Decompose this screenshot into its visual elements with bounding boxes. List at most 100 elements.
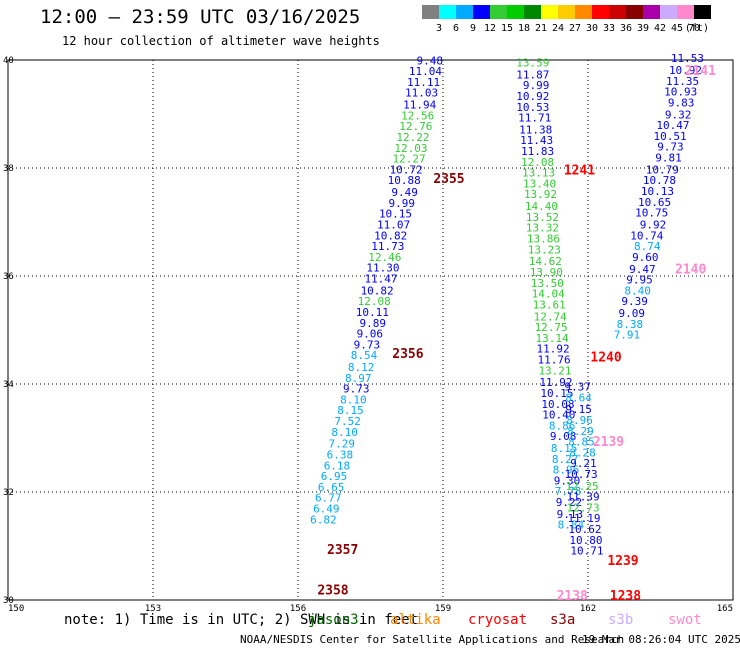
wave-height-value: 8.27 [552, 453, 579, 466]
y-tick-label: 30 [3, 596, 14, 606]
wave-height-value: 8.86 [549, 419, 576, 432]
wave-height-value: 9.89 [359, 317, 386, 330]
wave-height-value: 8.74 [634, 240, 661, 253]
pass-time-label: 2138 [557, 589, 588, 604]
color-swatch [439, 5, 456, 19]
wave-height-value: 10.40 [542, 409, 575, 422]
color-scale-tick: 70 [688, 23, 700, 34]
wave-height-value: 10.71 [570, 545, 603, 558]
wave-height-value: 9.73 [354, 338, 381, 351]
wave-height-value: 10.80 [569, 534, 602, 547]
color-swatch [524, 5, 541, 19]
wave-height-value: 13.21 [538, 364, 571, 377]
wave-height-value: 11.76 [537, 353, 570, 366]
x-tick-label: 159 [435, 604, 451, 614]
wave-height-value: 12.75 [535, 321, 568, 334]
wave-height-value: 8.97 [345, 372, 372, 385]
chart-subtitle: 12 hour collection of altimeter wave hei… [62, 34, 380, 48]
wave-height-value: 13.14 [536, 332, 569, 345]
wave-height-value: 11.38 [519, 123, 552, 136]
wave-height-value: 14.40 [525, 200, 558, 213]
pass-time-label: 2140 [675, 262, 706, 277]
wave-height-value: 11.83 [521, 145, 554, 158]
color-scale-tick: 24 [552, 23, 564, 34]
satellite-legend-swot: swot [668, 612, 702, 628]
wave-height-value: 10.78 [643, 174, 676, 187]
color-swatch [694, 5, 711, 19]
satellite-legend-s3a: s3a [550, 612, 576, 628]
wave-height-value: 9.95 [626, 274, 653, 287]
wave-height-value: 11.92 [539, 376, 572, 389]
wave-height-value: 8.38 [617, 318, 644, 331]
color-scale-tick: 21 [535, 23, 547, 34]
x-tick-label: 156 [290, 604, 306, 614]
wave-height-value: 11.53 [671, 52, 704, 65]
wave-height-value: 11.94 [403, 99, 436, 112]
y-tick-label: 38 [3, 164, 14, 174]
wave-height-value: 10.62 [568, 523, 601, 536]
color-swatch [660, 5, 677, 19]
wave-height-value: 8.28 [569, 446, 596, 459]
chart-title: 12:00 – 23:59 UTC 03/16/2025 [40, 6, 361, 28]
x-tick-label: 165 [717, 604, 733, 614]
color-swatch [575, 5, 592, 19]
wave-height-value: 8.40 [624, 284, 651, 297]
wave-height-value: 10.73 [565, 468, 598, 481]
color-swatch [558, 5, 575, 19]
color-scale-tick: 42 [654, 23, 666, 34]
wave-height-value: 14.04 [532, 288, 565, 301]
wave-height-value: 8.64 [565, 391, 592, 404]
wave-height-value: 8.85 [568, 436, 595, 449]
wave-height-value: 8.10 [331, 426, 358, 439]
wave-height-value: 10.65 [638, 196, 671, 209]
pass-time-label: 2357 [327, 543, 358, 558]
wave-height-value: 9.49 [391, 186, 418, 199]
wave-height-value: 11.87 [516, 68, 549, 81]
color-scale-tick: 45 [671, 23, 683, 34]
wave-height-value: 13.90 [530, 266, 563, 279]
plot-frame [7, 59, 734, 601]
wave-height-value: 9.48 [417, 54, 444, 67]
color-scale-tick: 33 [603, 23, 615, 34]
wave-height-value: 10.72 [390, 163, 423, 176]
wave-height-value: 11.43 [520, 134, 553, 147]
wave-height-value: 11.11 [407, 76, 440, 89]
wave-height-value: 7.91 [614, 329, 641, 342]
color-scale-tick: 15 [501, 23, 513, 34]
wave-height-value: 10.93 [664, 86, 697, 99]
wave-height-value: 9.06 [357, 328, 384, 341]
wave-height-value: 8.54 [351, 349, 378, 362]
wave-height-value: 9.83 [668, 96, 695, 109]
wave-height-value: 6.95 [321, 470, 348, 483]
wave-height-value: 13.23 [528, 243, 561, 256]
track-162: 9.378.649.158.968.298.858.289.2110.7312.… [564, 380, 603, 557]
wave-height-value: 10.08 [541, 398, 574, 411]
color-scale-tick: 3 [436, 23, 442, 34]
color-scale-tick: 39 [637, 23, 649, 34]
footer-timestamp: 19 Mar 08:26:04 UTC 2025 [582, 633, 740, 646]
pass-time-label: 1239 [607, 554, 638, 569]
wave-height-value: 8.29 [567, 425, 594, 438]
pass-time-label: 2355 [433, 172, 464, 187]
wave-height-value: 10.11 [356, 306, 389, 319]
wave-height-value: 6.65 [318, 481, 345, 494]
color-swatch [541, 5, 558, 19]
track-164: 11.5310.9211.3510.939.839.3210.4710.519.… [614, 52, 704, 341]
color-swatch [592, 5, 609, 19]
wave-height-value: 13.52 [526, 211, 559, 224]
track-161: 13.5911.879.9910.9210.5311.7111.3811.431… [516, 56, 584, 531]
wave-height-value: 9.99 [523, 79, 550, 92]
wave-height-value: 10.88 [388, 174, 421, 187]
wave-height-value: 13.61 [533, 298, 566, 311]
color-swatch [609, 5, 626, 19]
wave-height-value: 10.82 [374, 229, 407, 242]
wave-height-value: 8.12 [348, 361, 375, 374]
color-scale-tick: 36 [620, 23, 632, 34]
wave-height-value: 8.15 [337, 404, 364, 417]
color-swatch [626, 5, 643, 19]
color-scale-bar: 3 6 9 12 15 18 21 24 27 30 33 36 39 42 45 70(ft) [422, 5, 711, 34]
wave-height-value: 11.73 [371, 240, 404, 253]
wave-height-value: 11.47 [364, 272, 397, 285]
wave-height-value: 6.77 [315, 492, 342, 505]
